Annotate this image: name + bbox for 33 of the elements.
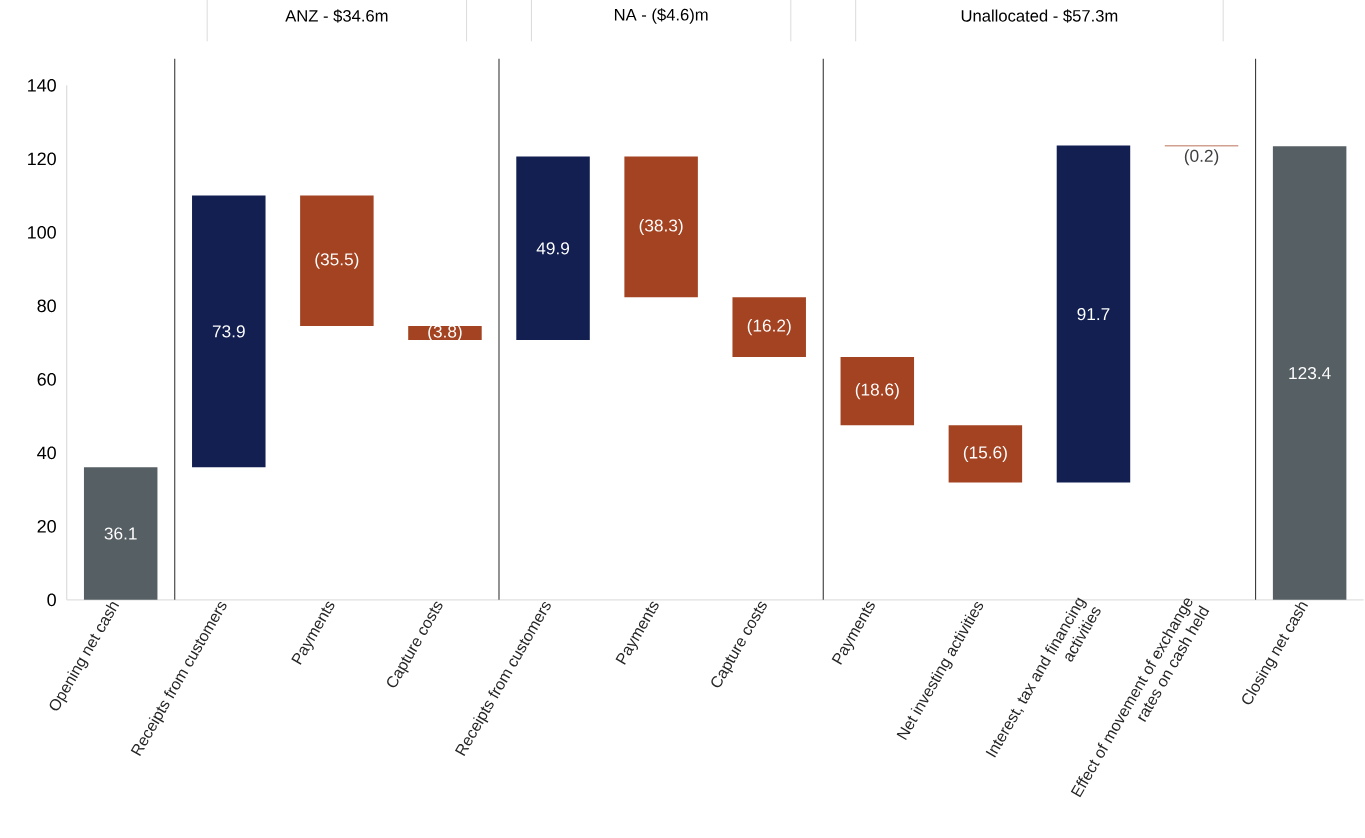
data-label: 36.1	[104, 527, 137, 540]
bar	[300, 195, 374, 326]
y-tick-label: 60	[37, 372, 56, 386]
y-tick-label: 100	[28, 225, 56, 239]
y-tick-label: 120	[28, 152, 56, 165]
bar	[1056, 145, 1131, 483]
bar	[1272, 146, 1347, 600]
data-label: (18.6)	[855, 382, 899, 399]
data-label: (38.3)	[639, 218, 683, 235]
bar	[83, 466, 158, 600]
bar	[840, 356, 915, 426]
data-label: (3.8)	[428, 324, 462, 341]
data-label: (0.2)	[1184, 149, 1219, 166]
text: Unallocated - $57.3m	[961, 9, 1118, 23]
data-label: (16.2)	[747, 318, 791, 335]
bar	[624, 156, 698, 298]
bar	[948, 425, 1023, 483]
data-label: (35.5)	[315, 252, 359, 269]
data-label: 73.9	[212, 325, 245, 338]
y-tick-label: 0	[47, 593, 56, 606]
data-label: 49.9	[536, 241, 570, 255]
y-tick-label: 140	[28, 78, 56, 92]
y-tick-label: 20	[37, 519, 56, 533]
text: NA - ($4.6)m	[614, 7, 708, 24]
data-label: (15.6)	[963, 445, 1007, 462]
y-tick-label: 40	[37, 446, 56, 459]
text: ANZ - $34.6m	[285, 9, 388, 23]
bar	[516, 156, 590, 340]
data-label: 91.7	[1077, 307, 1110, 320]
data-label: 123.4	[1289, 366, 1331, 379]
y-tick-label: 80	[37, 299, 56, 312]
bar	[192, 195, 266, 467]
bar	[732, 297, 806, 357]
